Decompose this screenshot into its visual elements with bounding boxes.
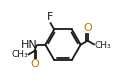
Text: CH₃: CH₃ [11,50,28,59]
Text: CH₃: CH₃ [95,41,111,50]
Text: F: F [47,12,53,22]
Text: O: O [30,59,39,69]
Text: O: O [83,23,92,33]
Text: HN: HN [21,40,38,50]
